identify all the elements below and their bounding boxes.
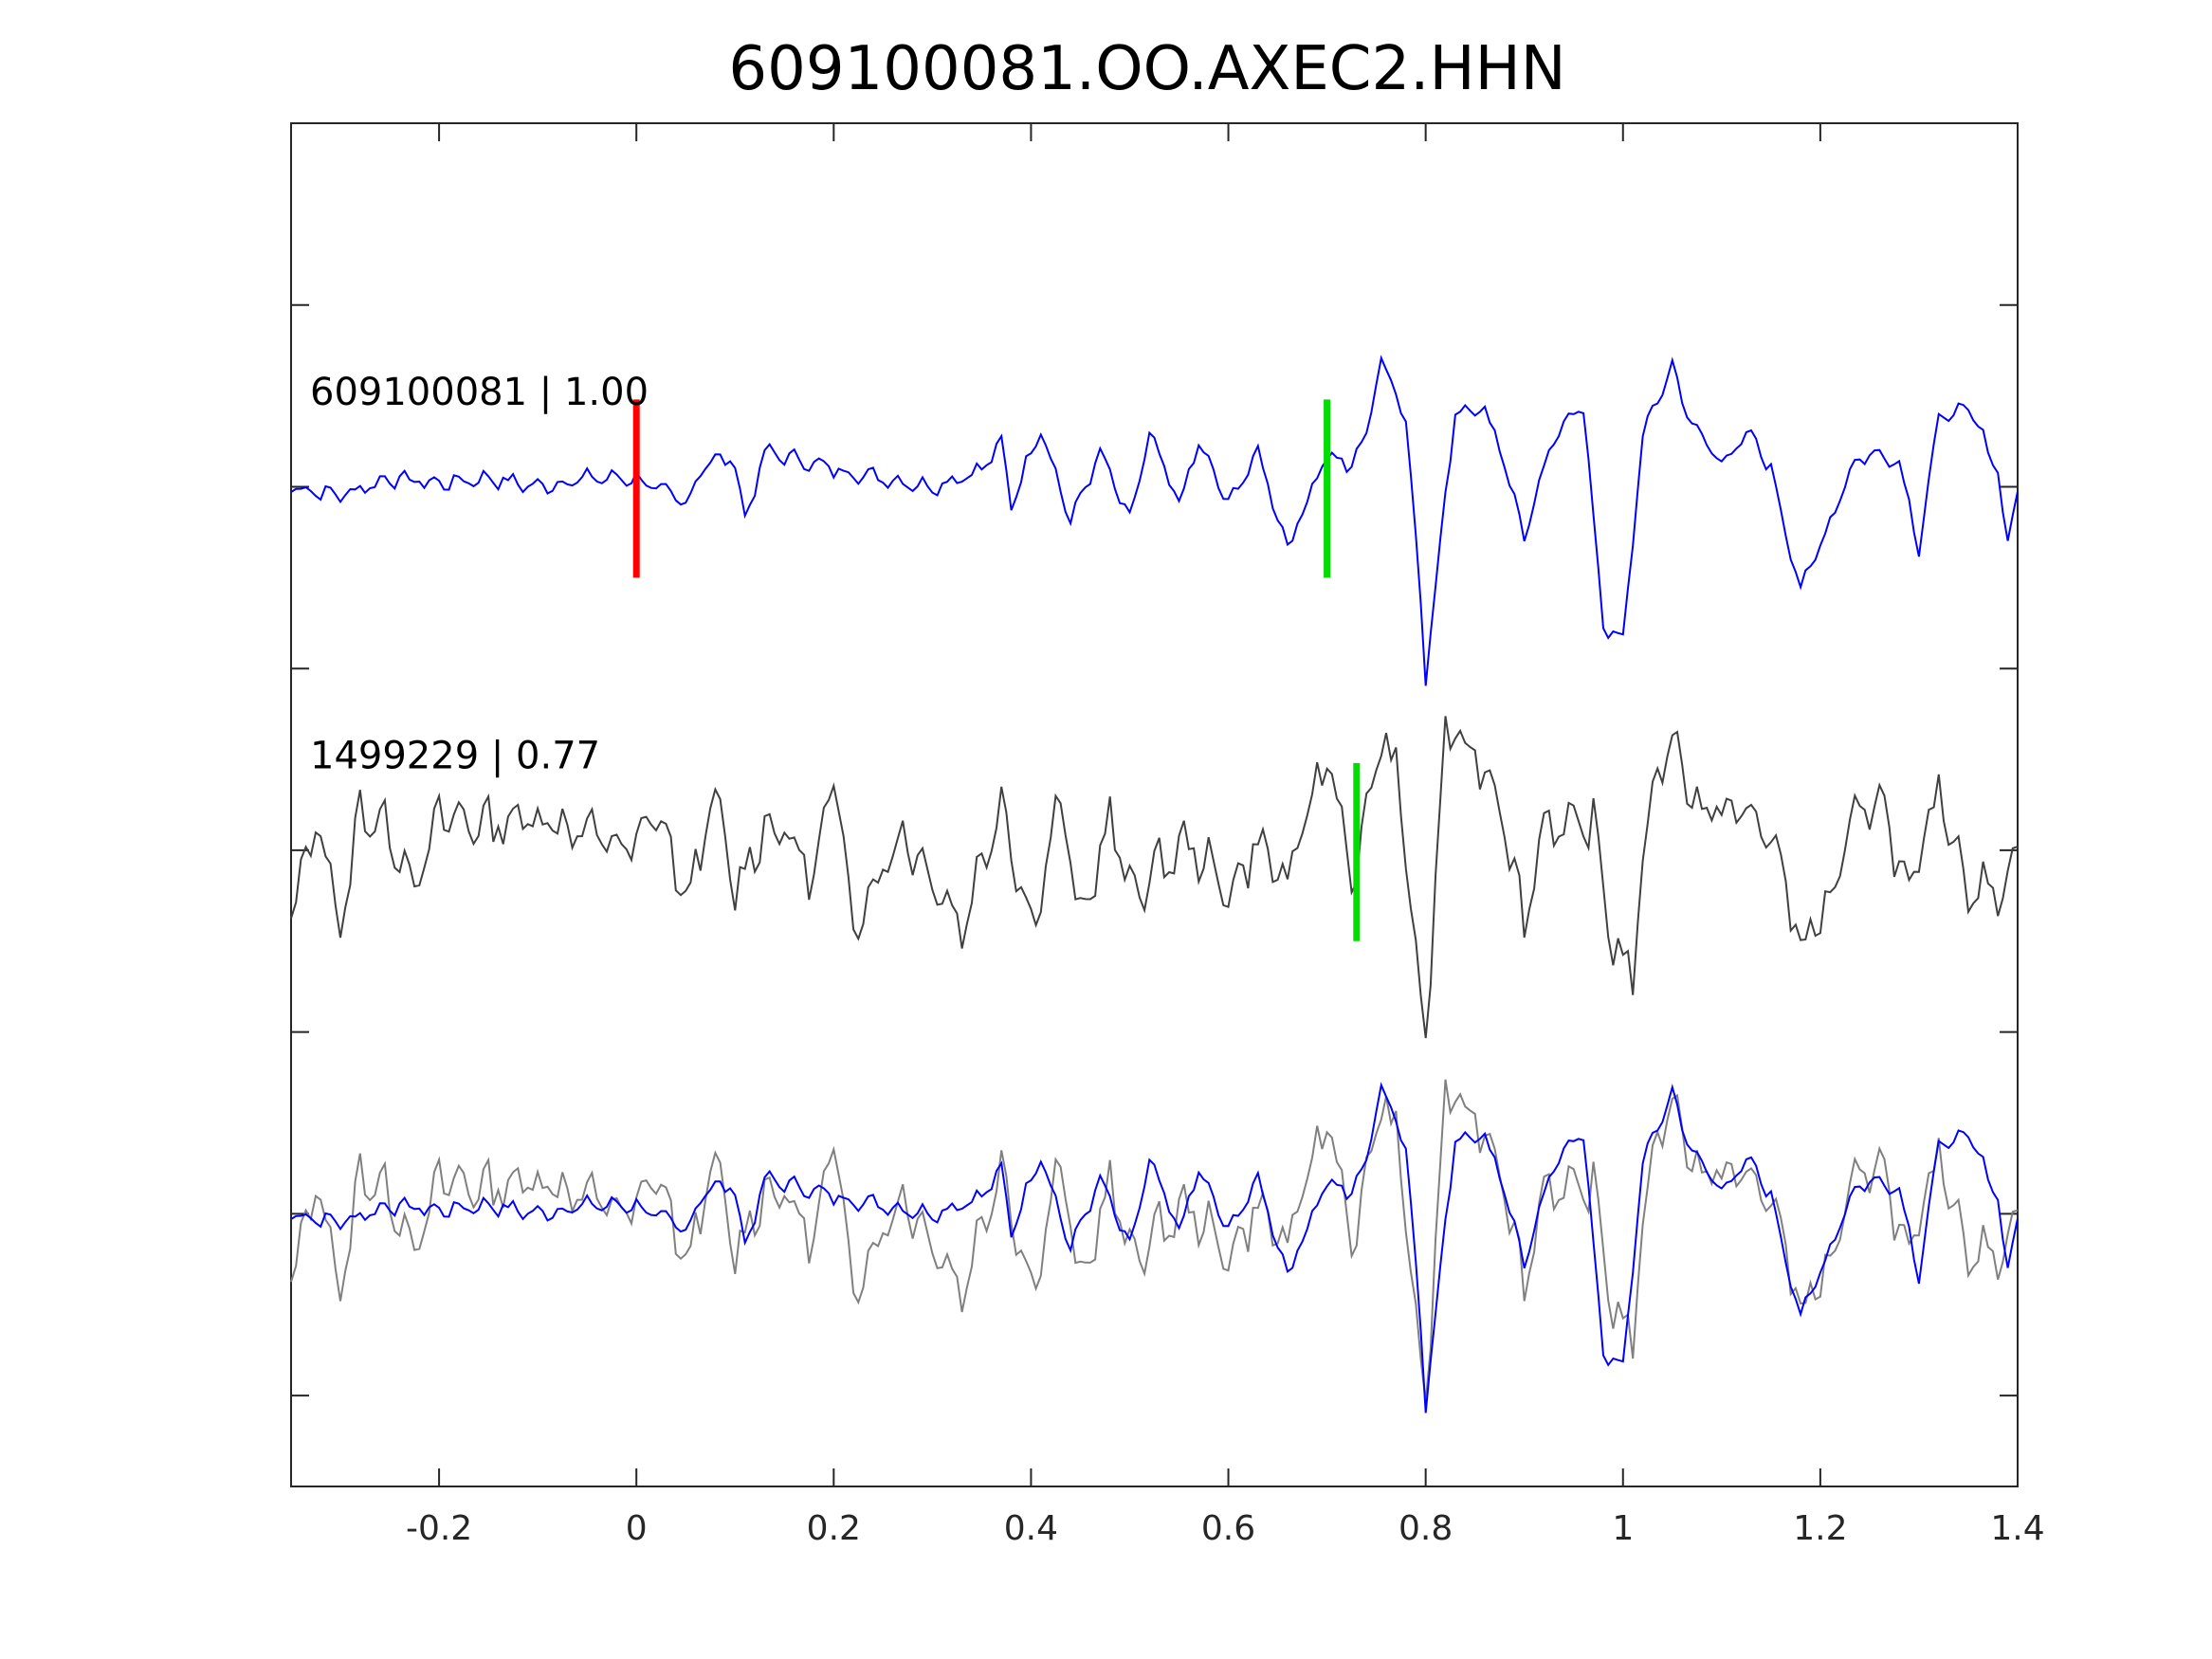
overlay-template (290, 1079, 2019, 1402)
overlay-reference (290, 1082, 2019, 1413)
plot-area: -0.2 0 0.2 0.4 0.6 0.8 1 1.2 1.4 609100081 | 1.00… (290, 122, 2045, 1548)
x-tick-label: 0.6 (1201, 1509, 1255, 1548)
x-tick-label: 0.4 (1004, 1509, 1058, 1548)
axes-box (290, 122, 2019, 1487)
x-tick-label: 1.2 (1793, 1509, 1847, 1548)
x-tick-label: -0.2 (406, 1509, 472, 1548)
x-tick-label: 0 (626, 1509, 648, 1548)
x-tick-label: 1.4 (1990, 1509, 2044, 1548)
trace-label: 609100081 | 1.00 (310, 371, 649, 414)
trace-reference (290, 355, 2019, 686)
chart-title: 609100081.OO.AXEC2.HHN (728, 34, 1565, 104)
trace-template (290, 716, 2019, 1039)
trace-label: 1499229 | 0.77 (310, 735, 600, 778)
x-tick-label: 0.8 (1398, 1509, 1453, 1548)
x-tick-label: 1 (1612, 1509, 1634, 1548)
x-tick-label: 0.2 (807, 1509, 861, 1548)
